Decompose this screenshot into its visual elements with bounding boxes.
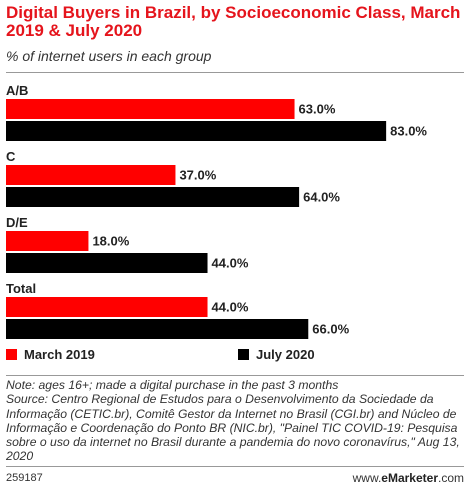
- legend-label-july-2020: July 2020: [256, 347, 315, 362]
- data-label-c-july-2020: 64.0%: [303, 190, 340, 205]
- category-label-d-e: D/E: [6, 215, 28, 230]
- bar-c-july-2020: [6, 187, 300, 207]
- top-divider: [6, 72, 464, 73]
- source-text: Source: Centro Regional de Estudos para …: [6, 392, 460, 464]
- bar-c-march-2019: [6, 165, 176, 185]
- data-label-a-b-july-2020: 83.0%: [390, 124, 427, 139]
- brand-prefix: www.: [352, 471, 382, 485]
- data-label-c-march-2019: 37.0%: [179, 168, 216, 183]
- data-label-total-july-2020: 66.0%: [312, 322, 349, 337]
- chart-id: 259187: [6, 472, 43, 484]
- chart-subtitle: % of internet users in each group: [6, 48, 212, 64]
- data-label-d-e-march-2019: 18.0%: [92, 234, 129, 249]
- legend-label-march-2019: March 2019: [24, 347, 95, 362]
- legend-swatch-july-2020: [238, 349, 249, 360]
- legend-swatch-march-2019: [6, 349, 17, 360]
- data-label-d-e-july-2020: 44.0%: [212, 256, 249, 271]
- legend-item-march-2019: March 2019: [6, 347, 95, 362]
- bottom-divider: [6, 375, 464, 376]
- bar-d-e-july-2020: [6, 253, 208, 273]
- bar-a-b-march-2019: [6, 99, 295, 119]
- bar-total-july-2020: [6, 319, 309, 339]
- bar-chart: A/B 63.0% 83.0% C 37.0% 64.0% D/E 18.0% 44.0% Tot…: [6, 83, 427, 339]
- footer-divider: [6, 466, 464, 467]
- category-label-a-b: A/B: [6, 83, 28, 98]
- bar-a-b-july-2020: [6, 121, 387, 141]
- data-label-total-march-2019: 44.0%: [212, 300, 249, 315]
- chart-title: Digital Buyers in Brazil, by Socioeconom…: [6, 3, 461, 40]
- brand-url[interactable]: www.eMarketer.com: [353, 471, 464, 485]
- bar-total-march-2019: [6, 297, 208, 317]
- bar-d-e-march-2019: [6, 231, 89, 251]
- category-label-c: C: [6, 149, 16, 164]
- brand-suffix: .com: [437, 471, 464, 485]
- note-text: Note: ages 16+; made a digital purchase …: [6, 378, 339, 392]
- category-label-total: Total: [6, 281, 36, 296]
- footnote: Note: ages 16+; made a digital purchase …: [6, 378, 464, 464]
- data-label-a-b-march-2019: 63.0%: [299, 102, 336, 117]
- brand-name: eMarketer: [381, 471, 438, 485]
- legend: March 2019 July 2020: [6, 347, 464, 367]
- legend-item-july-2020: July 2020: [238, 347, 315, 362]
